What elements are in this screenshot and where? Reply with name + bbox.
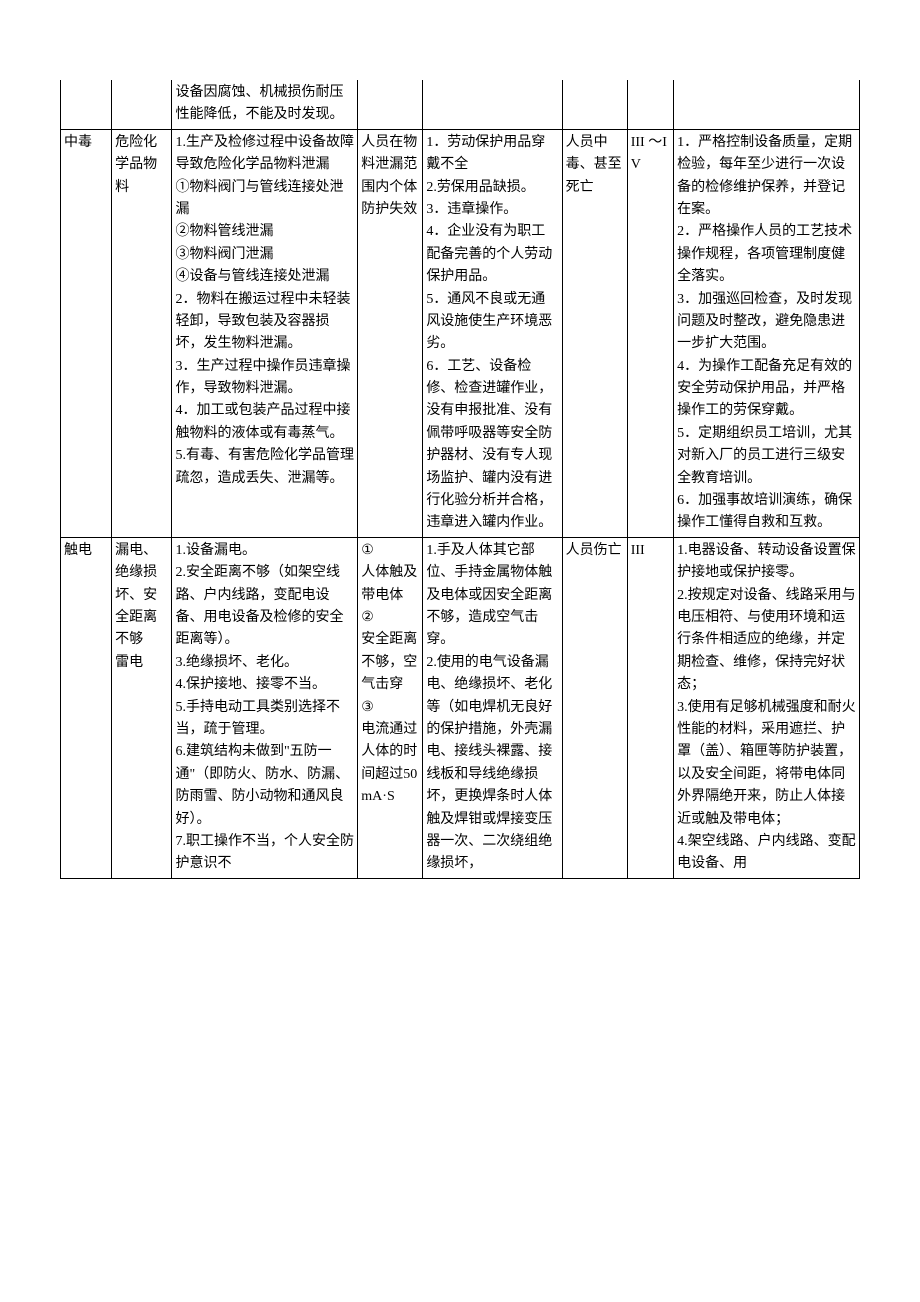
table-cell bbox=[358, 80, 423, 129]
table-cell: III ～IV bbox=[627, 129, 673, 537]
table-cell: 中毒 bbox=[61, 129, 112, 537]
table-cell: 人员中毒、甚至死亡 bbox=[562, 129, 627, 537]
table-cell bbox=[674, 80, 860, 129]
table-cell: 1.电器设备、转动设备设置保护接地或保护接零。2.按规定对设备、线路采用与电压相… bbox=[674, 537, 860, 878]
table-cell: III bbox=[627, 537, 673, 878]
table-row: 触电漏电、绝缘损坏、安全距离不够雷电1.设备漏电。2.安全距离不够（如架空线路、… bbox=[61, 537, 860, 878]
table-cell bbox=[112, 80, 172, 129]
table-cell: 1．劳动保护用品穿戴不全2.劳保用品缺损。3．违章操作。4．企业没有为职工配备完… bbox=[423, 129, 562, 537]
table-row: 设备因腐蚀、机械损伤耐压性能降低，不能及时发现。 bbox=[61, 80, 860, 129]
hazard-analysis-table: 设备因腐蚀、机械损伤耐压性能降低，不能及时发现。中毒危险化学品物料1.生产及检修… bbox=[60, 80, 860, 879]
table-cell: 设备因腐蚀、机械损伤耐压性能降低，不能及时发现。 bbox=[172, 80, 358, 129]
table-cell: 危险化学品物料 bbox=[112, 129, 172, 537]
table-cell: 漏电、绝缘损坏、安全距离不够雷电 bbox=[112, 537, 172, 878]
table-cell: 触电 bbox=[61, 537, 112, 878]
table-row: 中毒危险化学品物料1.生产及检修过程中设备故障导致危险化学品物料泄漏①物料阀门与… bbox=[61, 129, 860, 537]
table-cell bbox=[627, 80, 673, 129]
document-page: 设备因腐蚀、机械损伤耐压性能降低，不能及时发现。中毒危险化学品物料1.生产及检修… bbox=[0, 0, 920, 919]
table-cell: 1.生产及检修过程中设备故障导致危险化学品物料泄漏①物料阀门与管线连接处泄漏②物… bbox=[172, 129, 358, 537]
table-cell: 1.手及人体其它部位、手持金属物体触及电体或因安全距离不够，造成空气击穿。2.使… bbox=[423, 537, 562, 878]
table-cell bbox=[562, 80, 627, 129]
table-cell: ①人体触及带电体②安全距离不够，空气击穿③电流通过人体的时间超过50mA·S bbox=[358, 537, 423, 878]
table-body: 设备因腐蚀、机械损伤耐压性能降低，不能及时发现。中毒危险化学品物料1.生产及检修… bbox=[61, 80, 860, 878]
table-cell: 1.设备漏电。2.安全距离不够（如架空线路、户内线路，变配电设备、用电设备及检修… bbox=[172, 537, 358, 878]
table-cell: 人员在物料泄漏范围内个体防护失效 bbox=[358, 129, 423, 537]
table-cell bbox=[423, 80, 562, 129]
table-cell: 1．严格控制设备质量，定期检验，每年至少进行一次设备的检修维护保养，并登记在案。… bbox=[674, 129, 860, 537]
table-cell bbox=[61, 80, 112, 129]
table-cell: 人员伤亡 bbox=[562, 537, 627, 878]
